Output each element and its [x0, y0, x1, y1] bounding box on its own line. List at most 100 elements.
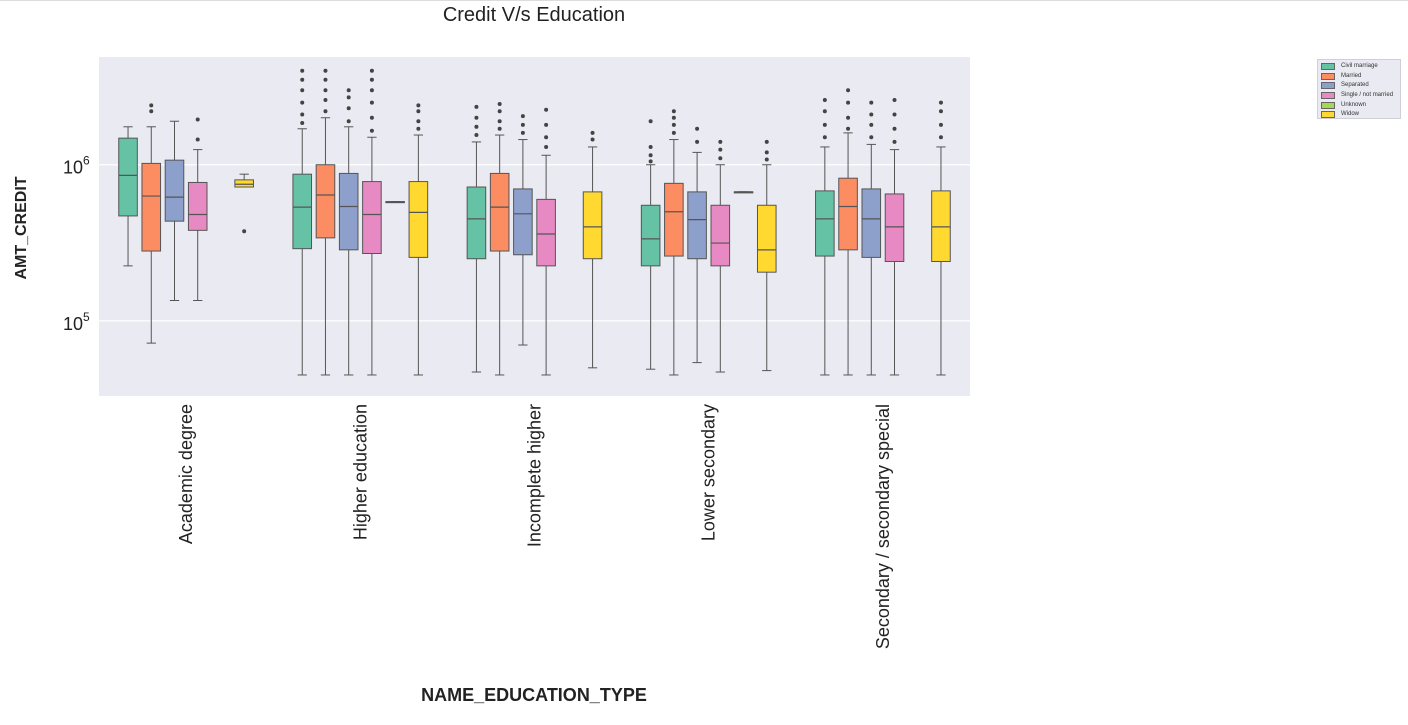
outlier-point: [497, 126, 502, 131]
outlier-point: [416, 126, 421, 131]
legend-item: Civil marriage: [1321, 62, 1397, 72]
box: [861, 188, 882, 258]
outlier-point: [497, 109, 502, 114]
outlier-point: [671, 122, 676, 127]
outlier-point: [648, 119, 653, 124]
outlier-point: [544, 144, 549, 149]
legend-swatch: [1321, 82, 1335, 90]
x-tick-label: Higher education: [350, 404, 370, 540]
x-tick-label: Academic degree: [176, 404, 196, 544]
outlier-point: [195, 117, 200, 122]
outlier-point: [346, 95, 351, 100]
box: [489, 172, 510, 252]
outlier-point: [300, 77, 305, 82]
outlier-point: [242, 229, 247, 234]
outlier-point: [323, 88, 328, 93]
outlier-point: [416, 119, 421, 124]
x-tick-label: Lower secondary: [699, 404, 719, 541]
outlier-point: [846, 115, 851, 120]
legend-item: Married: [1321, 72, 1397, 82]
outlier-point: [323, 97, 328, 102]
outlier-point: [497, 101, 502, 106]
outlier-point: [300, 112, 305, 117]
y-tick-label: 106: [63, 154, 90, 178]
outlier-point: [323, 109, 328, 114]
outlier-point: [369, 77, 374, 82]
outlier-point: [695, 139, 700, 144]
outlier-point: [846, 100, 851, 105]
outlier-point: [416, 109, 421, 114]
x-axis-label: NAME_EDUCATION_TYPE: [421, 685, 647, 705]
outlier-point: [369, 128, 374, 133]
outlier-point: [892, 112, 897, 117]
outlier-point: [195, 137, 200, 142]
legend-item: Unknown: [1321, 100, 1397, 110]
legend-label: Unknown: [1341, 101, 1367, 108]
box: [884, 193, 905, 262]
box: [838, 177, 858, 251]
outlier-point: [520, 114, 525, 119]
outlier-point: [718, 147, 723, 152]
outlier-point: [416, 103, 421, 108]
outlier-point: [497, 119, 502, 124]
outlier-point: [369, 115, 374, 120]
outlier-point: [346, 106, 351, 111]
outlier-point: [300, 100, 305, 105]
outlier-point: [590, 130, 595, 135]
outlier-point: [822, 135, 827, 140]
outlier-point: [300, 88, 305, 93]
outlier-point: [544, 107, 549, 112]
outlier-point: [474, 104, 479, 109]
box: [756, 204, 777, 273]
outlier-point: [846, 88, 851, 93]
outlier-point: [648, 159, 653, 164]
outlier-point: [520, 122, 525, 127]
legend-swatch: [1321, 92, 1335, 100]
outlier-point: [718, 156, 723, 161]
outlier-point: [764, 157, 769, 162]
chart-title: Credit V/s Education: [442, 4, 626, 26]
outlier-point: [869, 122, 874, 127]
outlier-point: [764, 150, 769, 155]
box: [640, 204, 661, 267]
outlier-point: [822, 109, 827, 114]
outlier-point: [648, 144, 653, 149]
box: [118, 137, 138, 217]
legend-swatch: [1321, 63, 1335, 71]
outlier-point: [695, 126, 700, 131]
box: [292, 173, 313, 250]
outlier-point: [718, 139, 723, 144]
outlier-point: [938, 135, 943, 140]
outlier-point: [474, 115, 479, 120]
box: [582, 191, 603, 260]
box: [664, 182, 684, 257]
legend-label: Separated: [1341, 82, 1369, 89]
box: [536, 198, 556, 267]
x-tick-label: Incomplete higher: [525, 404, 545, 547]
outlier-point: [323, 68, 328, 73]
legend-swatch: [1321, 72, 1335, 80]
legend-item: Widow: [1321, 110, 1397, 120]
chart-legend: Civil marriage Married Separated Single / n…: [1317, 59, 1401, 119]
outlier-point: [846, 126, 851, 131]
box: [315, 164, 336, 239]
box: [513, 188, 533, 256]
outlier-point: [474, 124, 479, 129]
outlier-point: [892, 97, 897, 102]
outlier-point: [938, 122, 943, 127]
box: [466, 186, 487, 260]
outlier-point: [892, 139, 897, 144]
box: [815, 190, 835, 257]
box: [710, 204, 731, 267]
outlier-point: [544, 122, 549, 127]
outlier-point: [369, 68, 374, 73]
box: [164, 159, 185, 222]
outlier-point: [323, 77, 328, 82]
outlier-point: [822, 122, 827, 127]
outlier-point: [822, 97, 827, 102]
box: [187, 181, 208, 231]
outlier-point: [590, 137, 595, 142]
outlier-point: [544, 135, 549, 140]
box: [687, 191, 707, 260]
